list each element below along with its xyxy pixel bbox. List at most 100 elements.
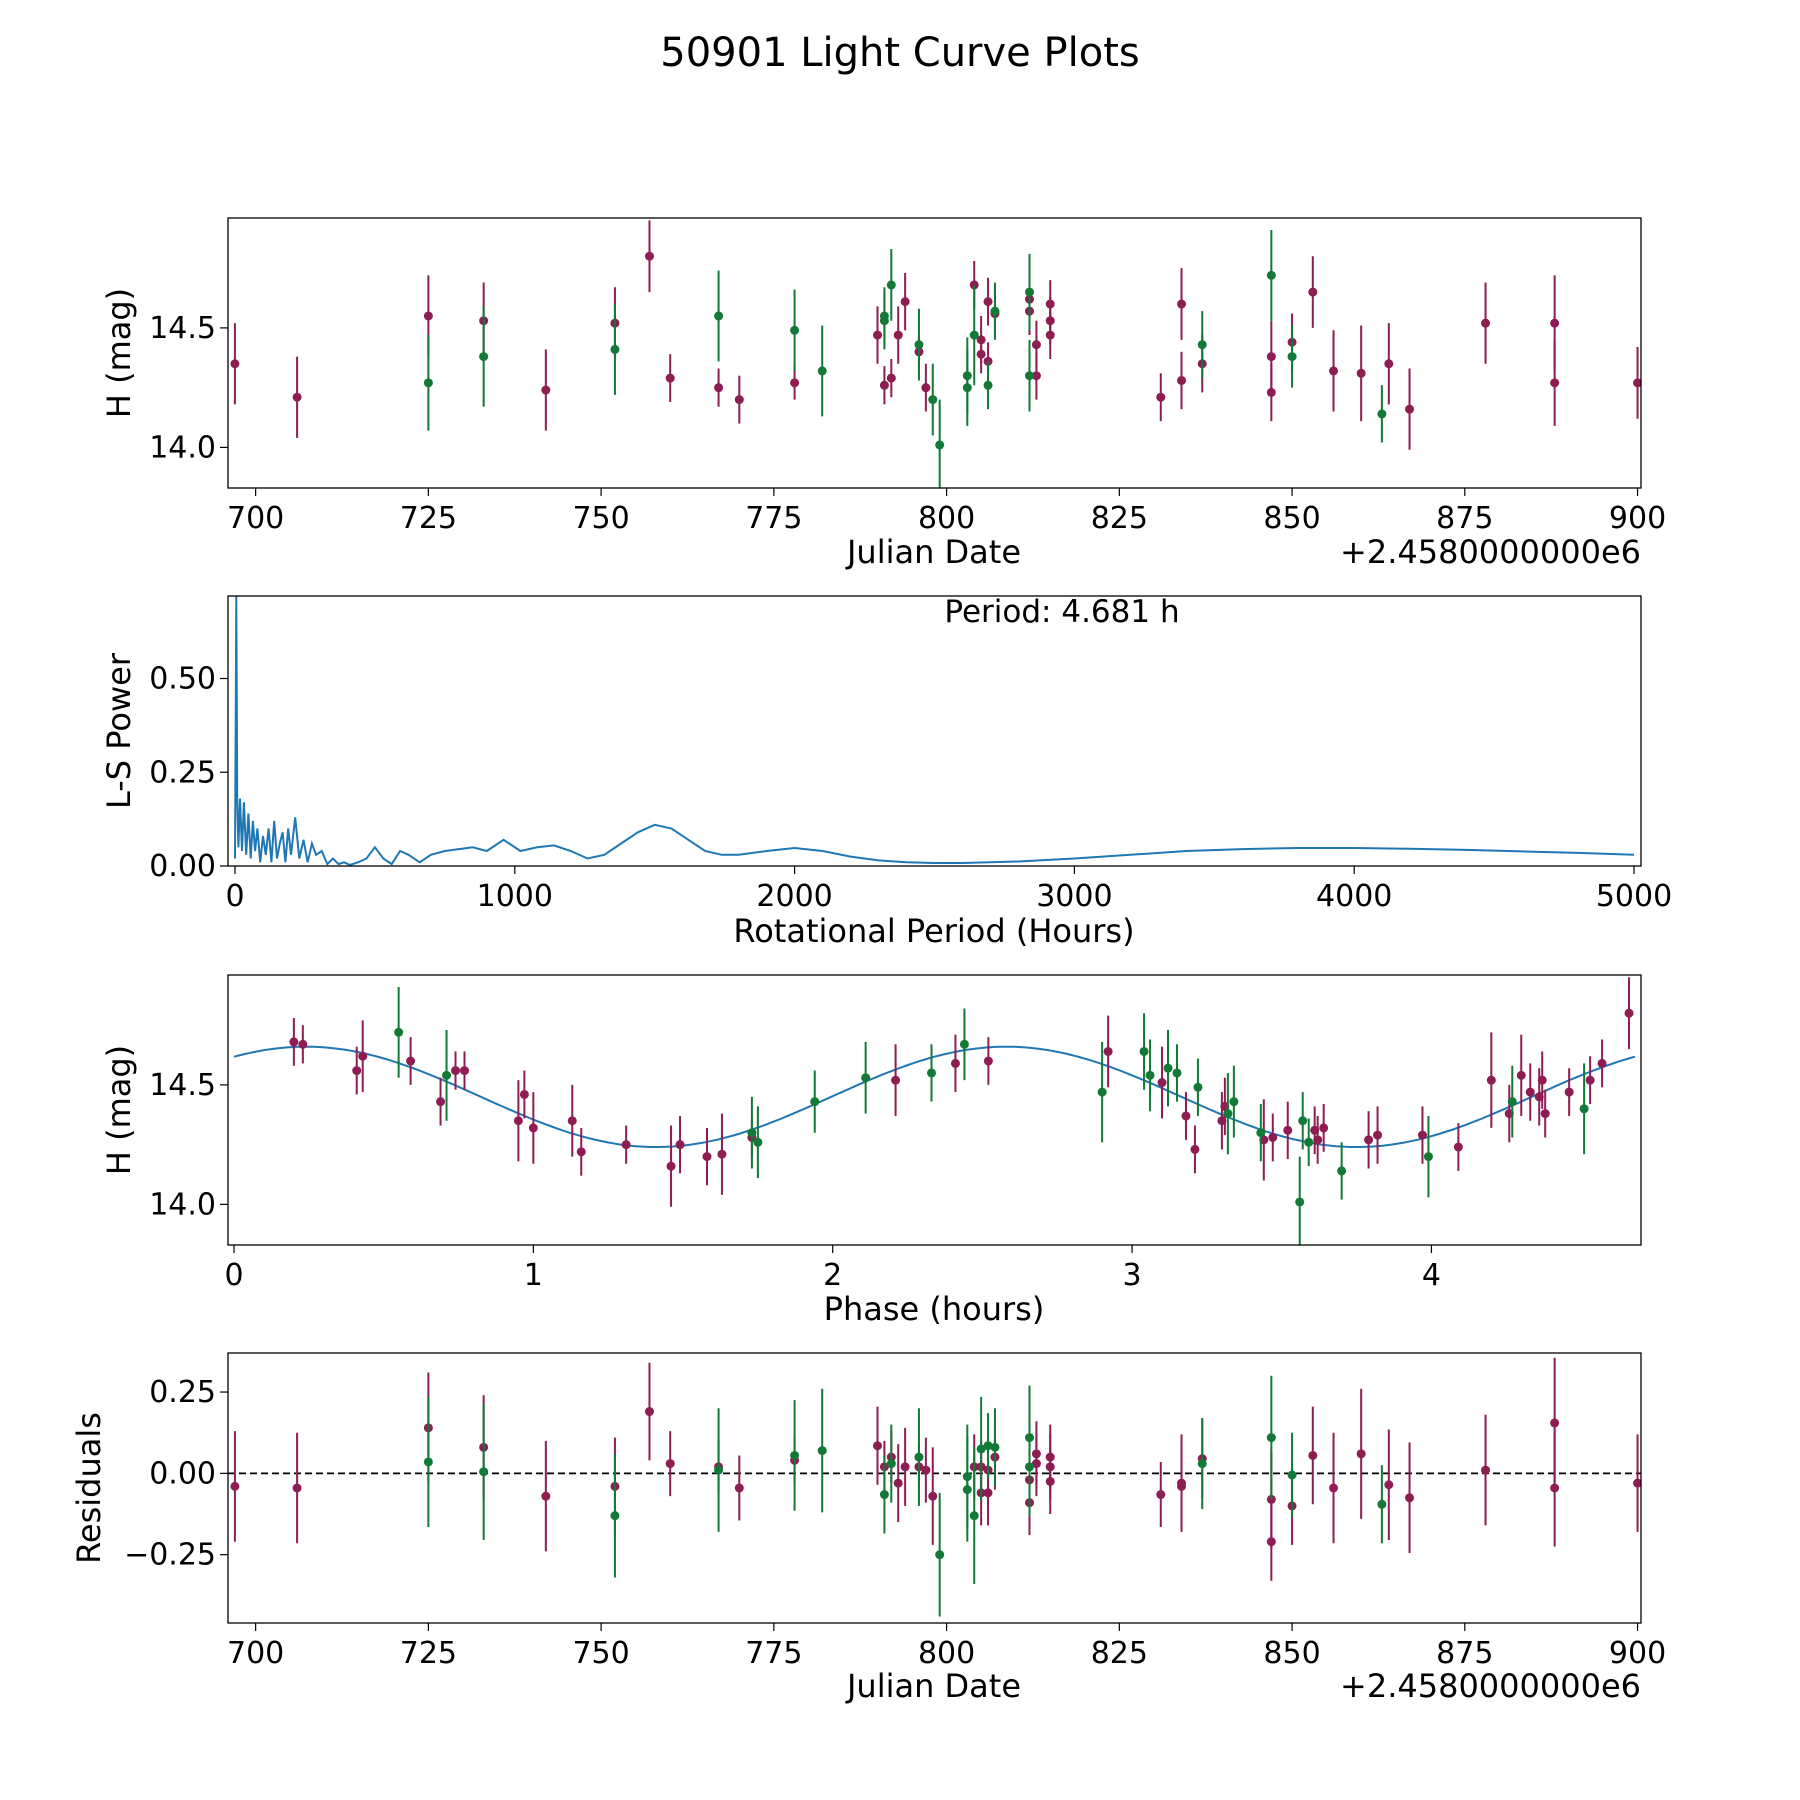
lightcurve-green-point <box>983 380 993 390</box>
phased-purple-point <box>1417 1130 1427 1140</box>
residuals-purple-point <box>292 1483 302 1493</box>
periodogram-xlabel: Rotational Period (Hours) <box>733 912 1134 950</box>
periodogram-xtick-label: 2000 <box>756 879 832 914</box>
phased-purple-point <box>1516 1070 1526 1080</box>
lightcurve-offset-label: +2.4580000000e6 <box>1340 533 1641 571</box>
lightcurve-green-point <box>1025 287 1035 297</box>
phased-purple-point <box>289 1037 299 1047</box>
periodogram-ytick-label: 0.25 <box>149 755 216 790</box>
phased-purple-point <box>983 1056 993 1066</box>
phased-xtick-label: 2 <box>823 1258 842 1293</box>
phased-green-point <box>1223 1109 1233 1119</box>
residuals-ytick-label: 0.00 <box>149 1456 216 1491</box>
lightcurve-green-point <box>610 344 620 354</box>
residuals-purple-point <box>1356 1449 1366 1459</box>
residuals-green-point <box>1287 1470 1297 1480</box>
residuals-purple-point <box>541 1491 551 1501</box>
residuals-green-point <box>1025 1462 1035 1472</box>
phased-green-point <box>810 1097 820 1107</box>
phased-purple-point <box>1313 1135 1323 1145</box>
lightcurve-purple-point <box>292 392 302 402</box>
lightcurve-green-point <box>1025 371 1035 381</box>
periodogram-ylabel: L-S Power <box>100 652 138 809</box>
lightcurve-purple-point <box>886 373 896 383</box>
residuals-green-point <box>610 1511 620 1521</box>
phased-ytick-label: 14.0 <box>149 1187 216 1222</box>
residuals-xtick-label: 725 <box>400 1636 457 1671</box>
residuals-ytick-label: −0.25 <box>124 1538 216 1573</box>
lightcurve-green-point <box>790 325 800 335</box>
lightcurve-purple-point <box>1045 330 1055 340</box>
lightcurve-xtick-label: 725 <box>400 501 457 536</box>
phased-purple-point <box>702 1152 712 1162</box>
lightcurve-xtick-label: 775 <box>745 501 802 536</box>
lightcurve-purple-point <box>1550 378 1560 388</box>
residuals-purple-point <box>872 1441 882 1451</box>
residuals-xtick-label: 775 <box>745 1636 802 1671</box>
residuals-green-point <box>983 1441 993 1451</box>
periodogram-ytick-label: 0.00 <box>149 849 216 884</box>
phased-purple-point <box>1283 1125 1293 1135</box>
lightcurve-purple-point <box>1308 287 1318 297</box>
phased-purple-point <box>1103 1046 1113 1056</box>
phased-purple-point <box>1564 1087 1574 1097</box>
lightcurve-purple-point <box>541 385 551 395</box>
phased-green-point <box>1337 1166 1347 1176</box>
phased-green-point <box>442 1070 452 1080</box>
lightcurve-green-point <box>1287 352 1297 362</box>
lightcurve-green-point <box>423 378 433 388</box>
residuals-xtick-label: 825 <box>1091 1636 1148 1671</box>
periodogram-xtick-label: 5000 <box>1596 879 1672 914</box>
residuals-green-point <box>714 1465 724 1475</box>
periodogram-xtick-label: 0 <box>225 879 244 914</box>
residuals-purple-point <box>1550 1483 1560 1493</box>
lightcurve-plot-area <box>230 220 1641 488</box>
lightcurve-purple-point <box>1266 352 1276 362</box>
phased-green-point <box>394 1027 404 1037</box>
phased-green-point <box>1139 1046 1149 1056</box>
lightcurve-purple-point <box>983 297 993 307</box>
lightcurve-ytick-label: 14.0 <box>149 430 216 465</box>
lightcurve-purple-point <box>879 380 889 390</box>
phased-green-point <box>1256 1128 1266 1138</box>
phased-purple-point <box>513 1116 523 1126</box>
lightcurve-purple-point <box>423 311 433 321</box>
residuals-green-point <box>969 1511 979 1521</box>
lightcurve-purple-point <box>230 359 240 369</box>
figure-title: 50901 Light Curve Plots <box>660 30 1139 76</box>
residuals-green-point <box>423 1457 433 1467</box>
phased-green-point <box>753 1137 763 1147</box>
residuals-green-point <box>1266 1433 1276 1443</box>
lightcurve-panel: 700 725 750 775 800 825 850 875 900 14.0 14.5 Juli… <box>100 217 1666 571</box>
residuals-axes-frame <box>227 1352 1642 1624</box>
residuals-offset-label: +2.4580000000e6 <box>1340 1667 1641 1705</box>
residuals-xtick-label: 700 <box>227 1636 284 1671</box>
lightcurve-xtick-label: 900 <box>1609 501 1666 536</box>
lightcurve-green-point <box>817 366 827 376</box>
phased-purple-point <box>1190 1144 1200 1154</box>
residuals-purple-point <box>1384 1480 1394 1490</box>
periodogram-xtick-label: 4000 <box>1316 879 1392 914</box>
periodogram-power-line <box>234 596 1635 866</box>
lightcurve-green-point <box>914 340 924 350</box>
residuals-purple-point <box>900 1462 910 1472</box>
phased-purple-point <box>1537 1075 1547 1085</box>
lightcurve-green-point <box>1377 409 1387 419</box>
phased-purple-point <box>1486 1075 1496 1085</box>
phased-green-point <box>1298 1116 1308 1126</box>
residuals-purple-point <box>928 1491 938 1501</box>
residuals-plot-area <box>228 1357 1641 1617</box>
periodogram-axes-frame <box>227 595 1642 867</box>
residuals-green-point <box>990 1442 1000 1452</box>
lightcurve-purple-point <box>1329 366 1339 376</box>
lightcurve-green-point <box>969 330 979 340</box>
residuals-purple-point <box>1266 1537 1276 1547</box>
lightcurve-xtick-label: 875 <box>1436 501 1493 536</box>
phased-green-point <box>1163 1063 1173 1073</box>
periodogram-annotation: Period: 4.681 h <box>944 594 1179 630</box>
lightcurve-green-point <box>935 440 945 450</box>
residuals-purple-point <box>1481 1465 1491 1475</box>
residuals-xtick-label: 750 <box>572 1636 629 1671</box>
lightcurve-purple-point <box>644 251 654 261</box>
lightcurve-purple-point <box>1031 340 1041 350</box>
